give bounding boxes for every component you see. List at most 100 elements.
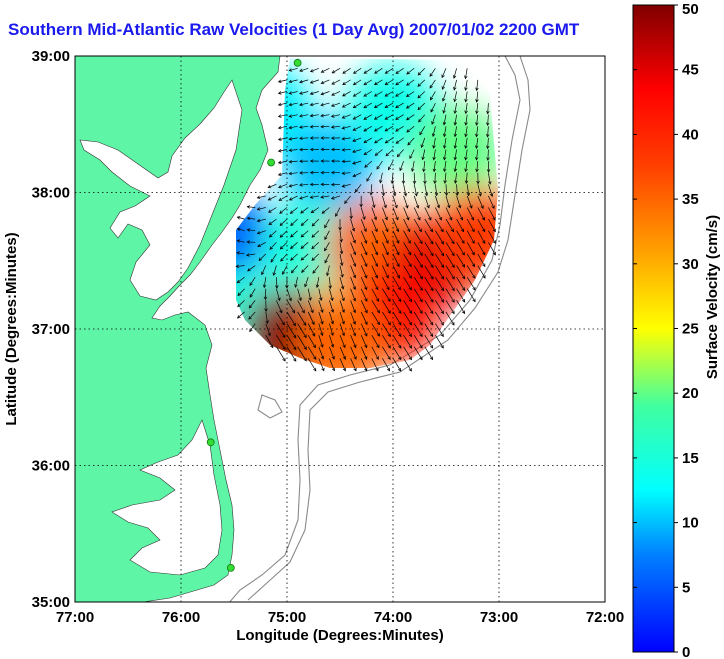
- vector-arrow: [360, 300, 368, 314]
- vector-arrow: [435, 311, 444, 326]
- vector-arrow: [486, 114, 490, 127]
- vector-arrow: [424, 207, 432, 221]
- vector-arrow: [279, 207, 288, 214]
- vector-arrow: [424, 346, 434, 361]
- vector-arrow: [277, 102, 288, 107]
- vector-arrow: [329, 288, 334, 302]
- vector-arrow: [299, 183, 309, 187]
- vector-arrow: [371, 207, 378, 221]
- vector-arrow: [424, 288, 434, 303]
- vector-arrow: [477, 253, 486, 268]
- vector-arrow: [352, 125, 362, 131]
- vector-arrow: [464, 114, 468, 126]
- x-tick-label: 74:00: [374, 609, 412, 626]
- vector-arrow: [330, 102, 341, 107]
- vector-arrow: [299, 114, 309, 118]
- vector-arrow: [407, 137, 415, 146]
- vector-arrow: [435, 276, 445, 292]
- vector-arrow: [405, 114, 415, 121]
- vector-arrow: [445, 311, 455, 326]
- vector-arrow: [456, 218, 464, 233]
- x-tick-label: 72:00: [586, 609, 624, 626]
- vector-arrow: [256, 218, 266, 223]
- vector-arrow: [290, 230, 298, 238]
- vector-arrow: [371, 346, 379, 360]
- vector-arrow: [435, 195, 441, 209]
- vector-arrow: [318, 311, 324, 325]
- vector-arrow: [395, 125, 404, 132]
- vector-arrow: [419, 126, 426, 136]
- vector-arrow: [424, 253, 434, 269]
- vector-arrow: [276, 323, 286, 339]
- vector-arrow: [417, 79, 426, 87]
- velocity-sample-1: [283, 119, 376, 212]
- vector-arrow: [331, 79, 341, 85]
- bathymetry-contours: [228, 56, 531, 602]
- vector-arrow: [424, 276, 434, 292]
- vector-arrow: [424, 230, 434, 245]
- vector-arrow: [331, 159, 341, 163]
- vector-arrow: [350, 265, 357, 279]
- vector-arrow: [360, 323, 368, 337]
- vector-arrow: [475, 79, 479, 92]
- vector-arrow: [277, 172, 288, 176]
- vector-arrow: [279, 230, 288, 238]
- vector-arrow: [435, 230, 444, 245]
- vector-arrow: [276, 311, 285, 326]
- vector-arrow: [257, 242, 266, 247]
- vector-arrow: [453, 103, 457, 115]
- vector-arrow: [413, 265, 423, 280]
- vector-arrow: [413, 276, 423, 291]
- vector-arrow: [476, 172, 480, 185]
- vector-arrow: [363, 137, 372, 144]
- vector-arrow: [329, 323, 334, 337]
- colorbar-label: Surface Velocity (cm/s): [704, 215, 721, 379]
- colorbar-tick-label: 20: [682, 385, 699, 402]
- vector-arrow: [363, 79, 372, 86]
- vector-arrow: [442, 149, 447, 161]
- vector-arrow: [374, 67, 383, 74]
- vector-arrow: [349, 207, 353, 220]
- x-axis-label: Longitude (Degrees:Minutes): [236, 627, 444, 644]
- vector-arrow: [466, 253, 475, 268]
- vector-arrow: [424, 323, 434, 338]
- vector-arrow: [424, 334, 434, 349]
- vector-arrow: [456, 276, 466, 292]
- vector-arrow: [466, 184, 471, 197]
- vector-arrow: [263, 288, 268, 301]
- vector-arrow: [443, 161, 447, 173]
- vector-arrow: [350, 311, 356, 325]
- vector-arrow: [475, 126, 479, 138]
- vector-arrow: [392, 230, 400, 244]
- vector-arrow: [464, 161, 468, 173]
- vector-arrow: [288, 137, 298, 141]
- vector-arrow: [423, 172, 427, 185]
- vector-arrow: [318, 323, 324, 337]
- vector-arrow: [309, 147, 319, 152]
- vector-arrow: [309, 170, 319, 175]
- vector-arrow: [331, 67, 341, 74]
- vector-arrow: [371, 195, 376, 209]
- vector-arrow: [320, 113, 330, 118]
- vector-arrow: [309, 125, 319, 129]
- vector-arrow: [339, 323, 345, 337]
- vector-arrow: [445, 276, 455, 292]
- vector-arrow: [256, 207, 266, 211]
- vector-arrow: [350, 346, 357, 360]
- vector-arrow: [384, 125, 394, 132]
- vector-arrow: [320, 91, 330, 96]
- vector-arrow: [268, 218, 277, 226]
- vector-arrow: [360, 276, 368, 291]
- vector-arrow: [331, 147, 341, 152]
- vector-arrow: [320, 147, 330, 152]
- vector-arrow: [339, 288, 345, 302]
- vector-arrow: [294, 277, 298, 288]
- vector-arrow: [413, 334, 423, 349]
- vector-arrow: [488, 172, 492, 185]
- vector-arrow: [300, 207, 309, 214]
- vector-arrow: [396, 149, 404, 158]
- vector-arrow: [445, 207, 453, 221]
- vector-arrow: [432, 161, 437, 173]
- vector-arrow: [392, 218, 400, 233]
- vector-arrow: [352, 114, 362, 120]
